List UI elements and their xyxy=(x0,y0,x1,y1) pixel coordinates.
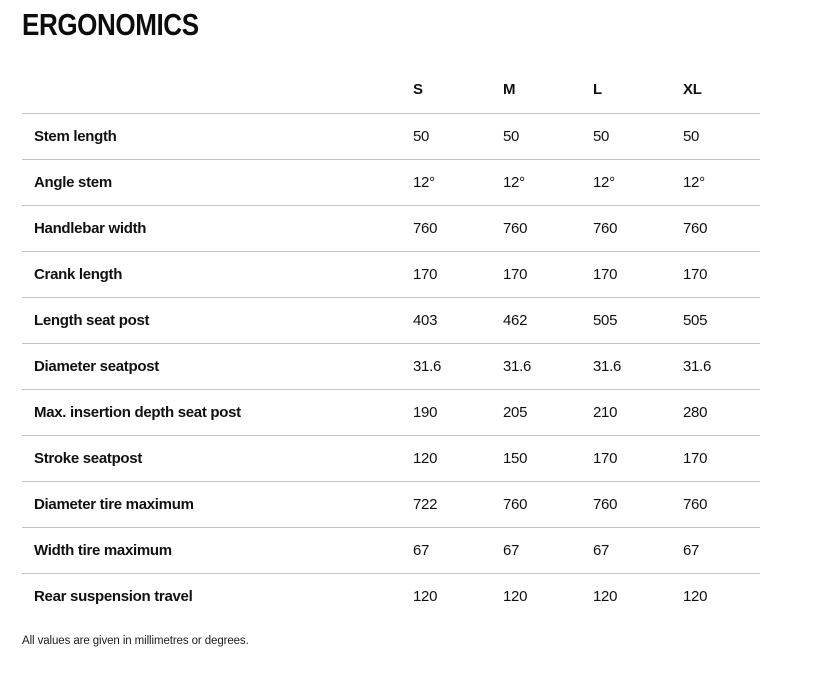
cell-value: 120 xyxy=(593,587,618,605)
cell-value: 170 xyxy=(683,435,760,482)
table-row: Stem length 50 50 50 50 xyxy=(22,113,760,160)
cell-value: 722 xyxy=(413,481,503,528)
cell-value: 760 xyxy=(683,205,760,252)
cell-value: 190 xyxy=(413,389,503,436)
cell-value: 50 xyxy=(593,113,683,160)
cell-value: 67 xyxy=(503,527,593,574)
header-row: S M L XL xyxy=(22,67,760,114)
row-label: Width tire maximum xyxy=(22,527,413,574)
cell-value: 50 xyxy=(683,113,760,160)
cell-value: 120 xyxy=(413,435,503,482)
row-label: Max. insertion depth seat post xyxy=(22,389,413,436)
cell-value: 67 xyxy=(593,527,683,574)
cell-value: 760 xyxy=(683,481,760,528)
column-header-s: S xyxy=(413,67,503,114)
cell-value: 760 xyxy=(593,205,683,252)
table-row: Max. insertion depth seat post 190 205 2… xyxy=(22,389,760,436)
cell-value: 67 xyxy=(683,527,760,574)
row-label: Handlebar width xyxy=(22,205,413,252)
column-header-m: M xyxy=(503,67,593,114)
cell-value: 120 xyxy=(683,587,708,605)
cell-value: 170 xyxy=(593,435,683,482)
cell-value: 205 xyxy=(503,389,593,436)
cell-value: 31.6 xyxy=(413,343,503,390)
ergonomics-spec-table: S M L XL Stem length 50 50 50 50 Angle s… xyxy=(22,67,760,619)
table-row: Length seat post 403 462 505 505 xyxy=(22,297,760,344)
footnote: All values are given in millimetres or d… xyxy=(22,635,249,647)
cell-value: 12° xyxy=(413,159,503,206)
cell-value: 150 xyxy=(503,435,593,482)
cell-value: 31.6 xyxy=(503,343,593,390)
cell-value: 50 xyxy=(413,113,503,160)
corner-cell xyxy=(22,67,413,114)
row-label: Rear suspension travel xyxy=(34,587,193,605)
table-row: Handlebar width 760 760 760 760 xyxy=(22,205,760,252)
table-row: Angle stem 12° 12° 12° 12° xyxy=(22,159,760,206)
cell-value: 760 xyxy=(503,205,593,252)
cell-value: 170 xyxy=(413,251,503,298)
cell-value: 403 xyxy=(413,297,503,344)
cell-value: 67 xyxy=(413,527,503,574)
cell-value: 31.6 xyxy=(593,343,683,390)
cell-value: 12° xyxy=(503,159,593,206)
cell-value: 210 xyxy=(593,389,683,436)
cell-value: 505 xyxy=(593,297,683,344)
cell-value: 760 xyxy=(413,205,503,252)
cell-value: 170 xyxy=(593,251,683,298)
table-row: Diameter tire maximum 722 760 760 760 xyxy=(22,481,760,528)
cell-value: 280 xyxy=(683,389,760,436)
cell-value: 120 xyxy=(503,587,528,605)
row-label: Length seat post xyxy=(22,297,413,344)
table-row: Diameter seatpost 31.6 31.6 31.6 31.6 xyxy=(22,343,760,390)
row-label: Angle stem xyxy=(22,159,413,206)
row-label: Stem length xyxy=(22,113,413,160)
table-row: Crank length 170 170 170 170 xyxy=(22,251,760,298)
table-row: Width tire maximum 67 67 67 67 xyxy=(22,527,760,574)
row-label: Diameter seatpost xyxy=(22,343,413,390)
row-label: Diameter tire maximum xyxy=(22,481,413,528)
cell-value: 170 xyxy=(683,251,760,298)
cell-value: 50 xyxy=(503,113,593,160)
cell-value: 12° xyxy=(683,159,760,206)
column-header-l: L xyxy=(593,67,683,114)
column-header-xl: XL xyxy=(683,67,760,114)
page-title: ERGONOMICS xyxy=(22,7,199,42)
cell-value: 505 xyxy=(683,297,760,344)
cell-value: 31.6 xyxy=(683,343,760,390)
cell-value: 760 xyxy=(503,481,593,528)
cell-value: 462 xyxy=(503,297,593,344)
cell-value: 120 xyxy=(413,587,438,605)
cell-value: 760 xyxy=(593,481,683,528)
row-label: Stroke seatpost xyxy=(22,435,413,482)
table-row: Stroke seatpost 120 150 170 170 xyxy=(22,435,760,482)
row-label: Crank length xyxy=(22,251,413,298)
cell-value: 12° xyxy=(593,159,683,206)
table-row: Rear suspension travel 120 120 120 120 xyxy=(22,573,760,619)
cell-value: 170 xyxy=(503,251,593,298)
